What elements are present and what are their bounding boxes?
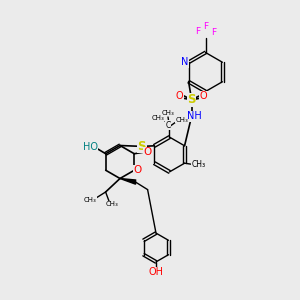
Text: O: O — [176, 92, 183, 101]
Text: CH₃: CH₃ — [84, 197, 96, 203]
Text: S: S — [138, 140, 146, 153]
Text: O: O — [134, 165, 142, 175]
Text: CH₃: CH₃ — [175, 117, 188, 123]
Polygon shape — [120, 178, 136, 184]
Text: O: O — [143, 147, 151, 157]
Text: C: C — [165, 121, 171, 130]
Text: F: F — [203, 22, 209, 31]
Text: CH₃: CH₃ — [162, 110, 174, 116]
Text: S: S — [188, 93, 196, 106]
Text: OH: OH — [148, 267, 164, 278]
Text: N: N — [181, 57, 189, 67]
Text: O: O — [200, 92, 207, 101]
Text: F: F — [195, 27, 201, 36]
Text: NH: NH — [187, 111, 202, 121]
Text: CH₃: CH₃ — [106, 201, 118, 207]
Text: F: F — [211, 28, 217, 37]
Text: CH₃: CH₃ — [152, 115, 164, 121]
Text: CH₃: CH₃ — [192, 160, 206, 169]
Text: HO: HO — [82, 142, 98, 152]
